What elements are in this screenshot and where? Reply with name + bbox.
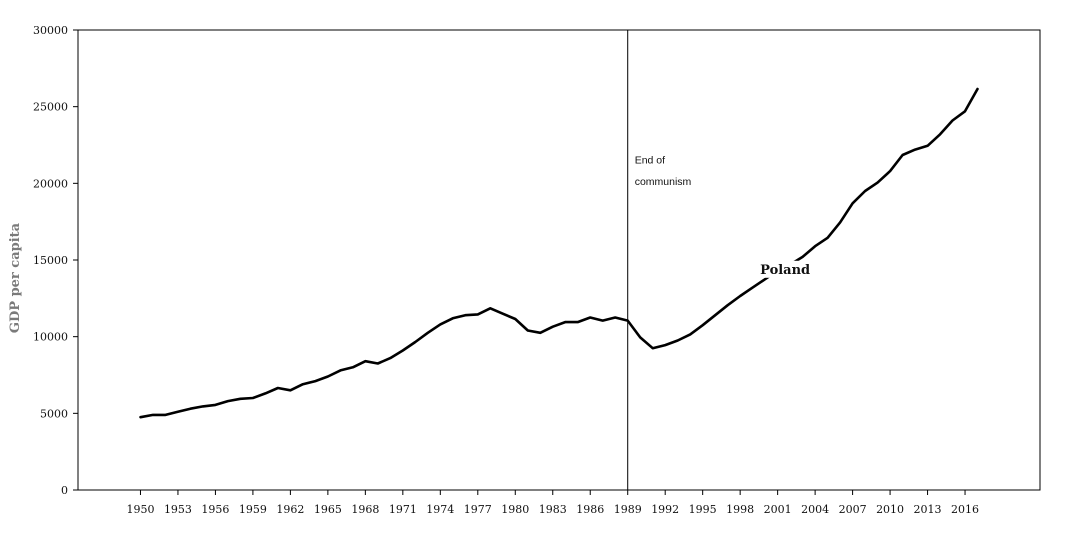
y-tick-label: 0: [61, 484, 68, 497]
y-tick-label: 5000: [40, 407, 68, 420]
x-tick-label: 1980: [501, 503, 529, 516]
y-tick-label: 20000: [33, 177, 68, 190]
x-tick-label: 1998: [726, 503, 754, 516]
x-tick-label: 2016: [951, 503, 979, 516]
x-tick-label: 1989: [614, 503, 642, 516]
x-tick-label: 2004: [801, 503, 829, 516]
y-axis-label: GDP per capita: [8, 222, 23, 333]
x-tick-label: 1953: [164, 503, 192, 516]
x-tick-label: 1956: [201, 503, 229, 516]
x-tick-label: 1983: [539, 503, 567, 516]
x-tick-label: 1962: [276, 503, 304, 516]
y-tick-label: 25000: [33, 101, 68, 114]
x-tick-label: 1974: [426, 503, 454, 516]
x-tick-label: 1968: [351, 503, 379, 516]
series-line-poland: [139, 87, 979, 419]
x-tick-label: 2013: [914, 503, 942, 516]
y-axis: 0 5000 10000 15000 20000 25000 30000: [33, 24, 78, 497]
series-label-poland: Poland: [760, 263, 810, 278]
y-tick-label: 15000: [33, 254, 68, 267]
x-tick-label: 1950: [126, 503, 154, 516]
x-tick-label: 1986: [576, 503, 604, 516]
x-tick-label: 2010: [876, 503, 904, 516]
y-tick-label: 30000: [33, 24, 68, 37]
x-tick-label: 1971: [389, 503, 417, 516]
plot-area-border: [77, 29, 1041, 491]
event-annotation-line2: communism: [635, 176, 692, 188]
plot-frame: [77, 29, 1041, 491]
x-axis: 1950 1953 1956 1959 1962 1965 1968 1971 1974 1977…: [126, 490, 979, 516]
x-tick-label: 1977: [464, 503, 492, 516]
series-label-background: [757, 260, 808, 278]
x-tick-label: 1992: [651, 503, 679, 516]
x-tick-label: 2001: [764, 503, 792, 516]
y-tick-label: 10000: [33, 331, 68, 344]
event-annotation-line1: End of: [635, 154, 665, 166]
x-tick-label: 1959: [239, 503, 267, 516]
x-tick-label: 1965: [314, 503, 342, 516]
x-tick-label: 1995: [689, 503, 717, 516]
x-tick-label: 2007: [839, 503, 867, 516]
